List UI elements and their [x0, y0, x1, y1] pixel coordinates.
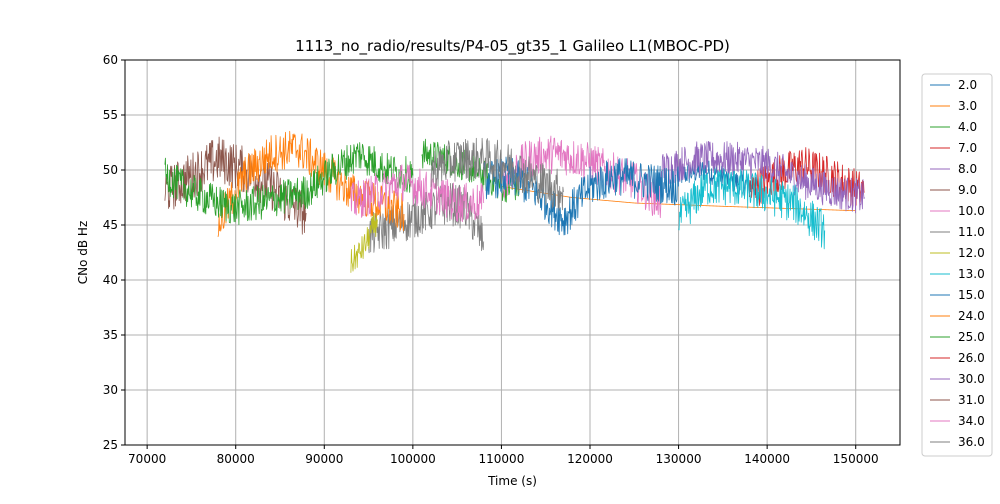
legend-label: 24.0	[958, 309, 985, 323]
legend-label: 13.0	[958, 267, 985, 281]
legend-label: 10.0	[958, 204, 985, 218]
legend-label: 7.0	[958, 141, 977, 155]
y-tick-label: 60	[103, 53, 118, 67]
series-line-13-0	[678, 168, 826, 250]
legend-label: 30.0	[958, 372, 985, 386]
legend-label: 15.0	[958, 288, 985, 302]
x-tick-label: 140000	[744, 452, 790, 466]
chart-title: 1113_no_radio/results/P4-05_gt35_1 Galil…	[295, 37, 730, 56]
x-tick-label: 130000	[656, 452, 702, 466]
y-tick-label: 30	[103, 383, 118, 397]
grid-layer	[125, 59, 900, 446]
tick-layer: 70000 80000 90000 100000 110000 120000 130000 1…	[103, 53, 879, 466]
x-tick-label: 110000	[479, 452, 525, 466]
series-line-25-0	[164, 142, 414, 225]
x-tick-label: 150000	[833, 452, 879, 466]
x-tick-label: 80000	[217, 452, 255, 466]
series-line-34-0	[350, 164, 485, 223]
x-tick-label: 90000	[305, 452, 343, 466]
series-layer	[164, 130, 865, 273]
y-tick-label: 35	[103, 328, 118, 342]
series-line-24-0	[217, 130, 405, 237]
legend-label: 2.0	[958, 78, 977, 92]
legend-label: 8.0	[958, 162, 977, 176]
y-tick-label: 50	[103, 163, 118, 177]
legend-label: 25.0	[958, 330, 985, 344]
legend-label: 31.0	[958, 393, 985, 407]
legend: 2.0 3.0 4.0 7.0 8.0 9.0 10.0 11.0 12.0 13.0 15.0 24…	[921, 73, 993, 457]
x-tick-label: 70000	[128, 452, 166, 466]
series-line-8-0	[660, 140, 865, 214]
legend-label: 36.0	[958, 435, 985, 449]
plot-frame	[124, 59, 901, 446]
x-axis-label: Time (s)	[487, 474, 537, 488]
legend-label: 9.0	[958, 183, 977, 197]
y-axis-label: CNo dB Hz	[76, 221, 90, 285]
legend-label: 3.0	[958, 99, 977, 113]
y-tick-label: 40	[103, 273, 118, 287]
legend-label: 4.0	[958, 120, 977, 134]
series-line-12-0	[350, 210, 378, 273]
y-tick-label: 55	[103, 108, 118, 122]
legend-label: 26.0	[958, 351, 985, 365]
y-tick-label: 25	[103, 438, 118, 452]
series-line-36-0	[430, 137, 564, 211]
legend-label: 12.0	[958, 246, 985, 260]
x-tick-label: 120000	[567, 452, 613, 466]
legend-label: 34.0	[958, 414, 985, 428]
y-tick-label: 45	[103, 218, 118, 232]
x-tick-label: 100000	[390, 452, 436, 466]
legend-label: 11.0	[958, 225, 985, 239]
